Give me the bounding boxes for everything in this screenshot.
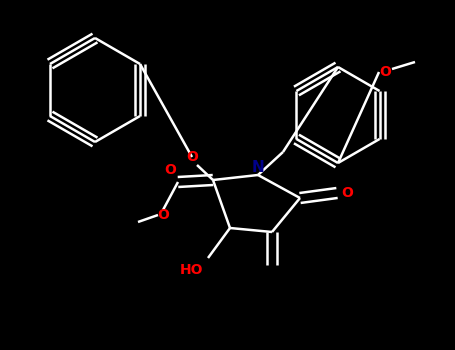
Text: O: O: [157, 208, 169, 222]
Text: N: N: [252, 160, 264, 175]
Text: HO: HO: [180, 263, 203, 277]
Text: O: O: [341, 186, 353, 200]
Text: O: O: [186, 150, 198, 164]
Text: O: O: [164, 163, 176, 177]
Text: O: O: [379, 65, 391, 79]
